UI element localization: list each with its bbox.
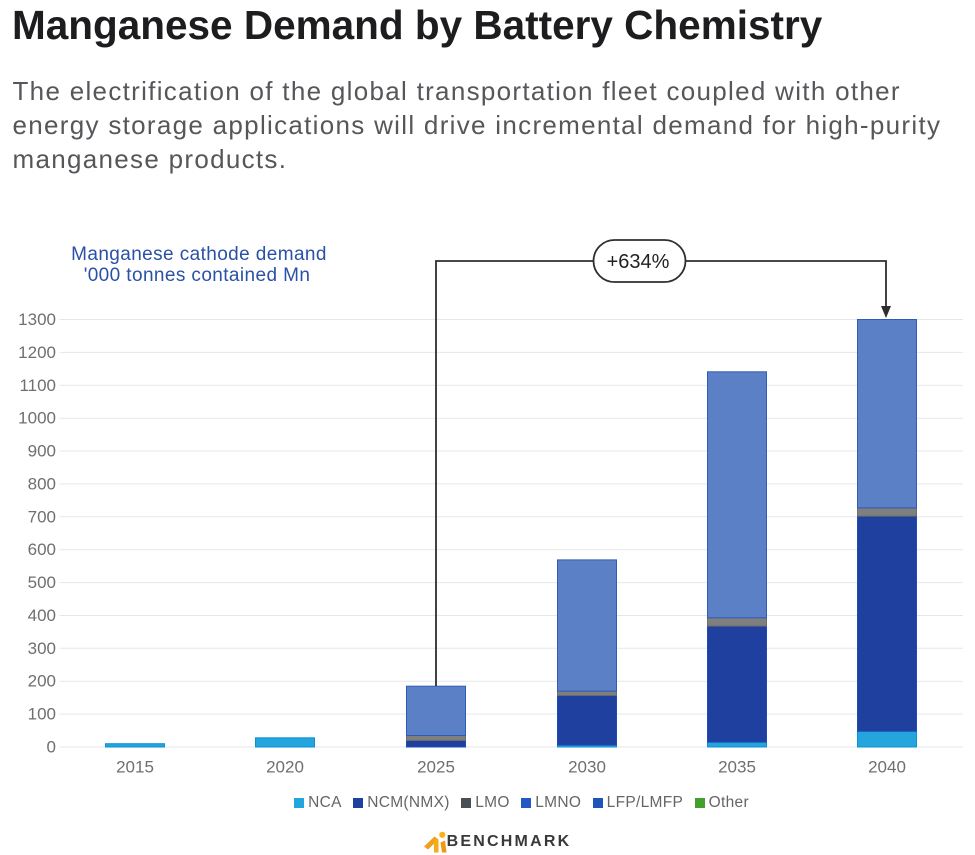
svg-text:2035: 2035 [718,758,756,777]
svg-text:+634%: +634% [607,251,670,273]
svg-text:0: 0 [47,738,56,757]
svg-text:800: 800 [28,474,56,493]
svg-text:Manganese cathode demand: Manganese cathode demand [71,244,327,265]
svg-text:900: 900 [28,442,56,461]
svg-text:400: 400 [28,606,56,625]
svg-text:1200: 1200 [18,343,56,362]
svg-text:500: 500 [28,573,56,592]
svg-text:300: 300 [28,639,56,658]
svg-text:2015: 2015 [116,758,154,777]
svg-text:600: 600 [28,540,56,559]
svg-text:200: 200 [28,672,56,691]
svg-text:'000 tonnes contained Mn: '000 tonnes contained Mn [84,265,311,286]
svg-text:2040: 2040 [868,758,906,777]
svg-text:700: 700 [28,507,56,526]
svg-text:2020: 2020 [266,758,304,777]
svg-text:100: 100 [28,705,56,724]
svg-text:2030: 2030 [568,758,606,777]
svg-text:1000: 1000 [18,409,56,428]
svg-text:2025: 2025 [417,758,455,777]
svg-text:1100: 1100 [19,376,56,395]
svg-text:1300: 1300 [18,310,56,329]
